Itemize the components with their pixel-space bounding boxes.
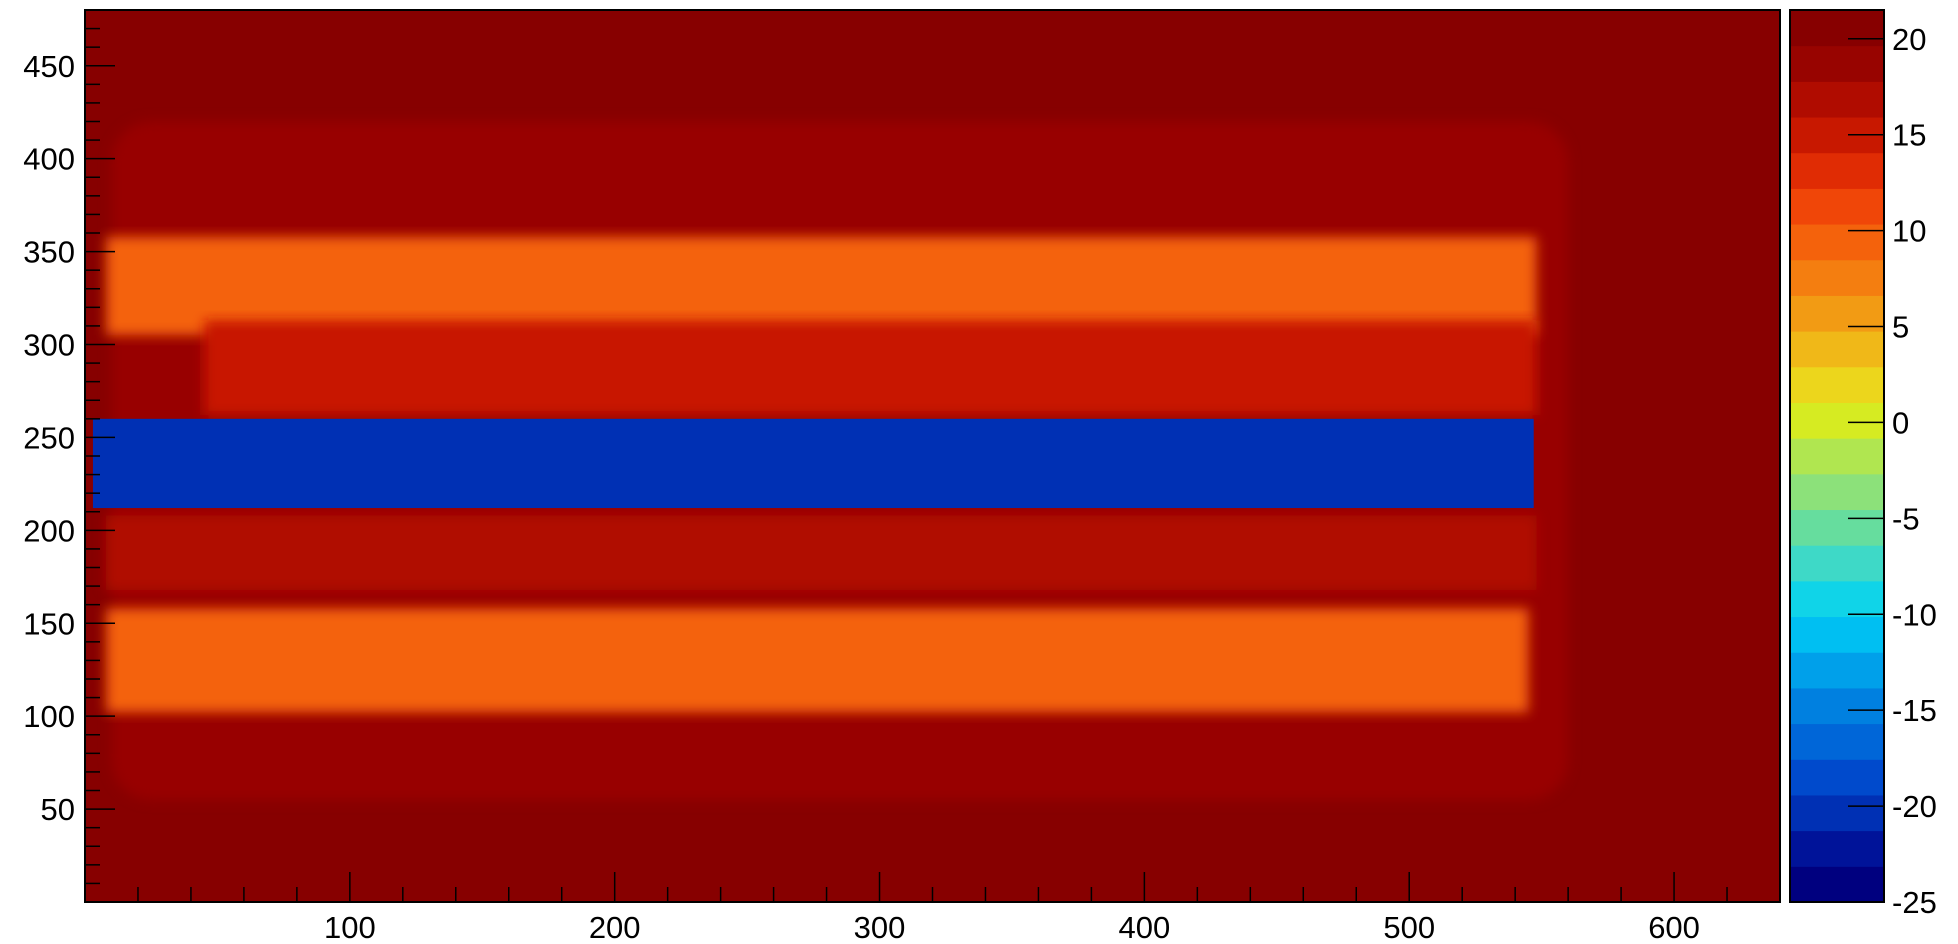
- x-tick-label: 600: [1648, 910, 1700, 944]
- color-scale-swatch: [1790, 759, 1884, 796]
- heatmap-region-upper-stage: [204, 320, 1537, 416]
- y-axis: 50 100 150 200 250 300 350 400 450: [23, 27, 115, 885]
- color-scale-swatch: [1790, 687, 1884, 725]
- color-scale-frame: [1789, 9, 1885, 903]
- color-scale-swatch: [1790, 473, 1884, 511]
- y-tick-label: 200: [23, 513, 75, 548]
- color-scale-swatch: [1790, 45, 1884, 82]
- color-scale-swatch: [1790, 402, 1884, 439]
- y-tick-label: 450: [23, 49, 75, 84]
- color-scale-swatch: [1790, 10, 1884, 47]
- color-scale-swatch: [1790, 152, 1884, 189]
- color-scale-swatch: [1790, 545, 1884, 582]
- z-tick-label: -5: [1892, 501, 1920, 536]
- color-scale-swatch: [1790, 295, 1884, 332]
- heatmap-region-upper-cool-bar: [106, 236, 1537, 336]
- z-tick-label: 10: [1892, 214, 1926, 249]
- color-scale-swatch: [1790, 188, 1884, 225]
- color-scale-swatch: [1790, 723, 1884, 760]
- heatmap-region-lower-warm: [106, 515, 1537, 590]
- z-tick-label: 20: [1892, 22, 1926, 57]
- color-scale-swatch: [1790, 259, 1884, 296]
- color-scale-swatch: [1790, 866, 1884, 903]
- color-scale-swatch: [1790, 509, 1884, 546]
- color-scale: 20 15 10 5 0 -5 -10 -15 -20 -25: [1789, 9, 1937, 920]
- color-scale-swatch: [1790, 331, 1884, 368]
- x-axis: 100 200 300 400 500 600: [137, 872, 1728, 944]
- color-scale-swatch: [1790, 794, 1884, 832]
- heatmap-region-lower-cool-bar: [106, 608, 1529, 713]
- color-scale-swatch: [1790, 580, 1884, 618]
- x-tick-label: 100: [324, 910, 376, 944]
- y-tick-label: 400: [23, 142, 75, 177]
- y-tick-label: 250: [23, 420, 75, 455]
- z-tick-label: -25: [1892, 885, 1937, 920]
- color-scale-swatch: [1790, 652, 1884, 689]
- plot-area: [85, 10, 1780, 902]
- y-tick-label: 350: [23, 235, 75, 270]
- z-tick-label: 0: [1892, 405, 1909, 440]
- x-tick-label: 200: [589, 910, 641, 944]
- y-tick-label: 100: [23, 699, 75, 734]
- color-scale-swatch: [1790, 616, 1884, 653]
- z-tick-label: -15: [1892, 693, 1937, 728]
- x-tick-label: 400: [1119, 910, 1171, 944]
- color-scale-swatch: [1790, 366, 1884, 403]
- heatmap-region-cold-channel: [92, 418, 1534, 509]
- y-tick-label: 50: [41, 792, 75, 827]
- color-scale-swatch: [1790, 830, 1884, 867]
- z-tick-label: 15: [1892, 118, 1926, 153]
- color-scale-swatch: [1790, 438, 1884, 475]
- color-scale-swatch: [1790, 224, 1884, 261]
- y-tick-label: 150: [23, 606, 75, 641]
- x-tick-label: 300: [854, 910, 906, 944]
- color-scale-swatch: [1790, 81, 1884, 118]
- z-tick-label: 5: [1892, 310, 1909, 345]
- y-tick-label: 300: [23, 328, 75, 363]
- x-tick-label: 500: [1383, 910, 1435, 944]
- z-tick-label: -10: [1892, 597, 1937, 632]
- z-tick-label: -20: [1892, 789, 1937, 824]
